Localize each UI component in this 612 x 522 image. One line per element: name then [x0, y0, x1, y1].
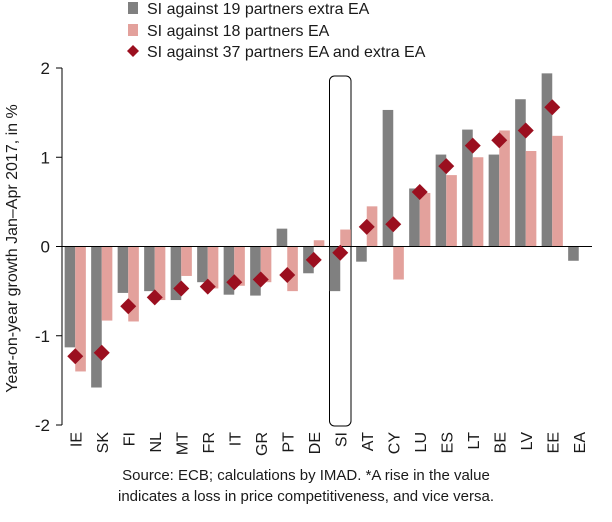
- bar-ea-be: [499, 130, 510, 247]
- x-tick-label-mt: MT: [174, 432, 191, 455]
- bar-ea-nl: [154, 246, 166, 301]
- x-tick-label-cy: CY: [386, 432, 403, 455]
- marker-37-partners-gr: [252, 271, 269, 288]
- marker-37-partners-fr: [199, 278, 216, 295]
- marker-37-partners-ie: [67, 348, 84, 365]
- marker-37-partners-at: [358, 218, 375, 235]
- legend-label: SI against 19 partners extra EA: [147, 1, 370, 18]
- marker-37-partners-it: [226, 274, 243, 291]
- x-tick-label-ea: EA: [572, 432, 589, 454]
- bar-ea-fi: [128, 246, 139, 322]
- source-note-line-2: indicates a loss in price competitivenes…: [117, 488, 494, 505]
- marker-37-partners-lu: [411, 184, 428, 201]
- bar-ea-de: [313, 240, 325, 247]
- x-tick-label-de: DE: [307, 432, 324, 454]
- bar-ea-si: [340, 229, 351, 247]
- bar-extra-ea-cy: [382, 109, 394, 247]
- legend-swatch: [128, 2, 138, 14]
- marker-37-partners-pt: [279, 267, 296, 284]
- x-tick-label-lv: LV: [519, 432, 536, 451]
- marker-37-partners-ee: [544, 99, 561, 116]
- y-tick-label: -1: [35, 327, 50, 346]
- y-axis-title: Year-on-year growth Jan–Apr 2017, in %: [4, 104, 21, 392]
- x-tick-label-es: ES: [439, 432, 456, 453]
- x-tick-label-ie: IE: [68, 432, 85, 447]
- bar-extra-ea-es: [435, 154, 447, 247]
- bar-ea-lt: [472, 157, 484, 247]
- marker-37-partners-lv: [517, 122, 534, 139]
- bar-ea-lu: [419, 192, 431, 247]
- source-note-line-1: Source: ECB; calculations by IMAD. *A ri…: [122, 467, 490, 484]
- x-tick-label-be: BE: [492, 432, 509, 453]
- highlight-box-si: [329, 75, 352, 427]
- x-tick-label-at: AT: [360, 432, 377, 451]
- x-tick-label-gr: GR: [254, 432, 271, 456]
- marker-37-partners-si: [332, 244, 349, 261]
- x-tick-label-fi: FI: [121, 432, 138, 446]
- bar-extra-ea-si: [329, 246, 341, 292]
- x-tick-label-pt: PT: [280, 432, 297, 453]
- x-tick-label-it: IT: [227, 432, 244, 446]
- y-tick-label: 0: [41, 238, 50, 257]
- marker-37-partners-nl: [146, 289, 163, 306]
- bar-extra-ea-pt: [276, 228, 288, 247]
- marker-37-partners-cy: [385, 216, 402, 233]
- bar-extra-ea-lt: [462, 129, 473, 247]
- x-tick-label-sk: SK: [95, 432, 112, 454]
- marker-37-partners-fi: [120, 298, 137, 315]
- bar-extra-ea-ee: [541, 73, 553, 247]
- marker-37-partners-lt: [464, 137, 481, 154]
- bar-ea-cy: [393, 246, 404, 280]
- bar-extra-ea-lu: [409, 188, 420, 247]
- y-tick-label: 2: [41, 59, 50, 78]
- marker-37-partners-de: [305, 251, 322, 268]
- bar-extra-ea-fr: [197, 246, 208, 283]
- bar-extra-ea-be: [488, 154, 500, 247]
- source-note: Source: ECB; calculations by IMAD. *A ri…: [0, 465, 612, 507]
- bar-extra-ea-gr: [250, 246, 261, 296]
- x-tick-label-nl: NL: [148, 432, 165, 453]
- bar-ea-sk: [101, 246, 113, 321]
- x-tick-label-ee: EE: [545, 432, 562, 453]
- legend-swatch: [128, 24, 138, 36]
- marker-37-partners-es: [438, 158, 455, 175]
- bar-ea-pt: [287, 246, 298, 292]
- bar-extra-ea-it: [223, 246, 235, 295]
- bar-extra-ea-nl: [144, 246, 155, 292]
- marker-37-partners-be: [491, 132, 508, 149]
- bar-ea-it: [234, 246, 245, 286]
- x-tick-label-lt: LT: [466, 432, 483, 450]
- bar-ea-ee: [552, 135, 563, 247]
- legend-label: SI against 37 partners EA and extra EA: [147, 44, 426, 61]
- bar-extra-ea-at: [356, 246, 367, 262]
- bar-ea-es: [446, 175, 457, 247]
- bar-ea-lv: [525, 151, 537, 247]
- legend-swatch: [127, 45, 139, 57]
- marker-37-partners-mt: [173, 280, 190, 297]
- x-tick-label-fr: FR: [201, 432, 218, 453]
- y-tick-label: 1: [41, 148, 50, 167]
- bar-extra-ea-sk: [91, 246, 102, 388]
- marker-37-partners-sk: [93, 344, 110, 361]
- bar-extra-ea-ea: [568, 246, 579, 261]
- bar-extra-ea-mt: [170, 246, 182, 301]
- y-tick-label: -2: [35, 416, 50, 435]
- bar-ea-ie: [75, 246, 86, 372]
- bar-ea-gr: [260, 246, 272, 283]
- bar-ea-fr: [207, 246, 219, 289]
- legend-label: SI against 18 partners EA: [147, 23, 330, 40]
- bar-extra-ea-lv: [515, 99, 526, 247]
- x-tick-label-lu: LU: [413, 432, 430, 452]
- bar-extra-ea-ie: [64, 246, 76, 348]
- bar-extra-ea-fi: [117, 246, 129, 293]
- x-tick-label-si: SI: [333, 432, 350, 447]
- bar-ea-mt: [181, 246, 192, 276]
